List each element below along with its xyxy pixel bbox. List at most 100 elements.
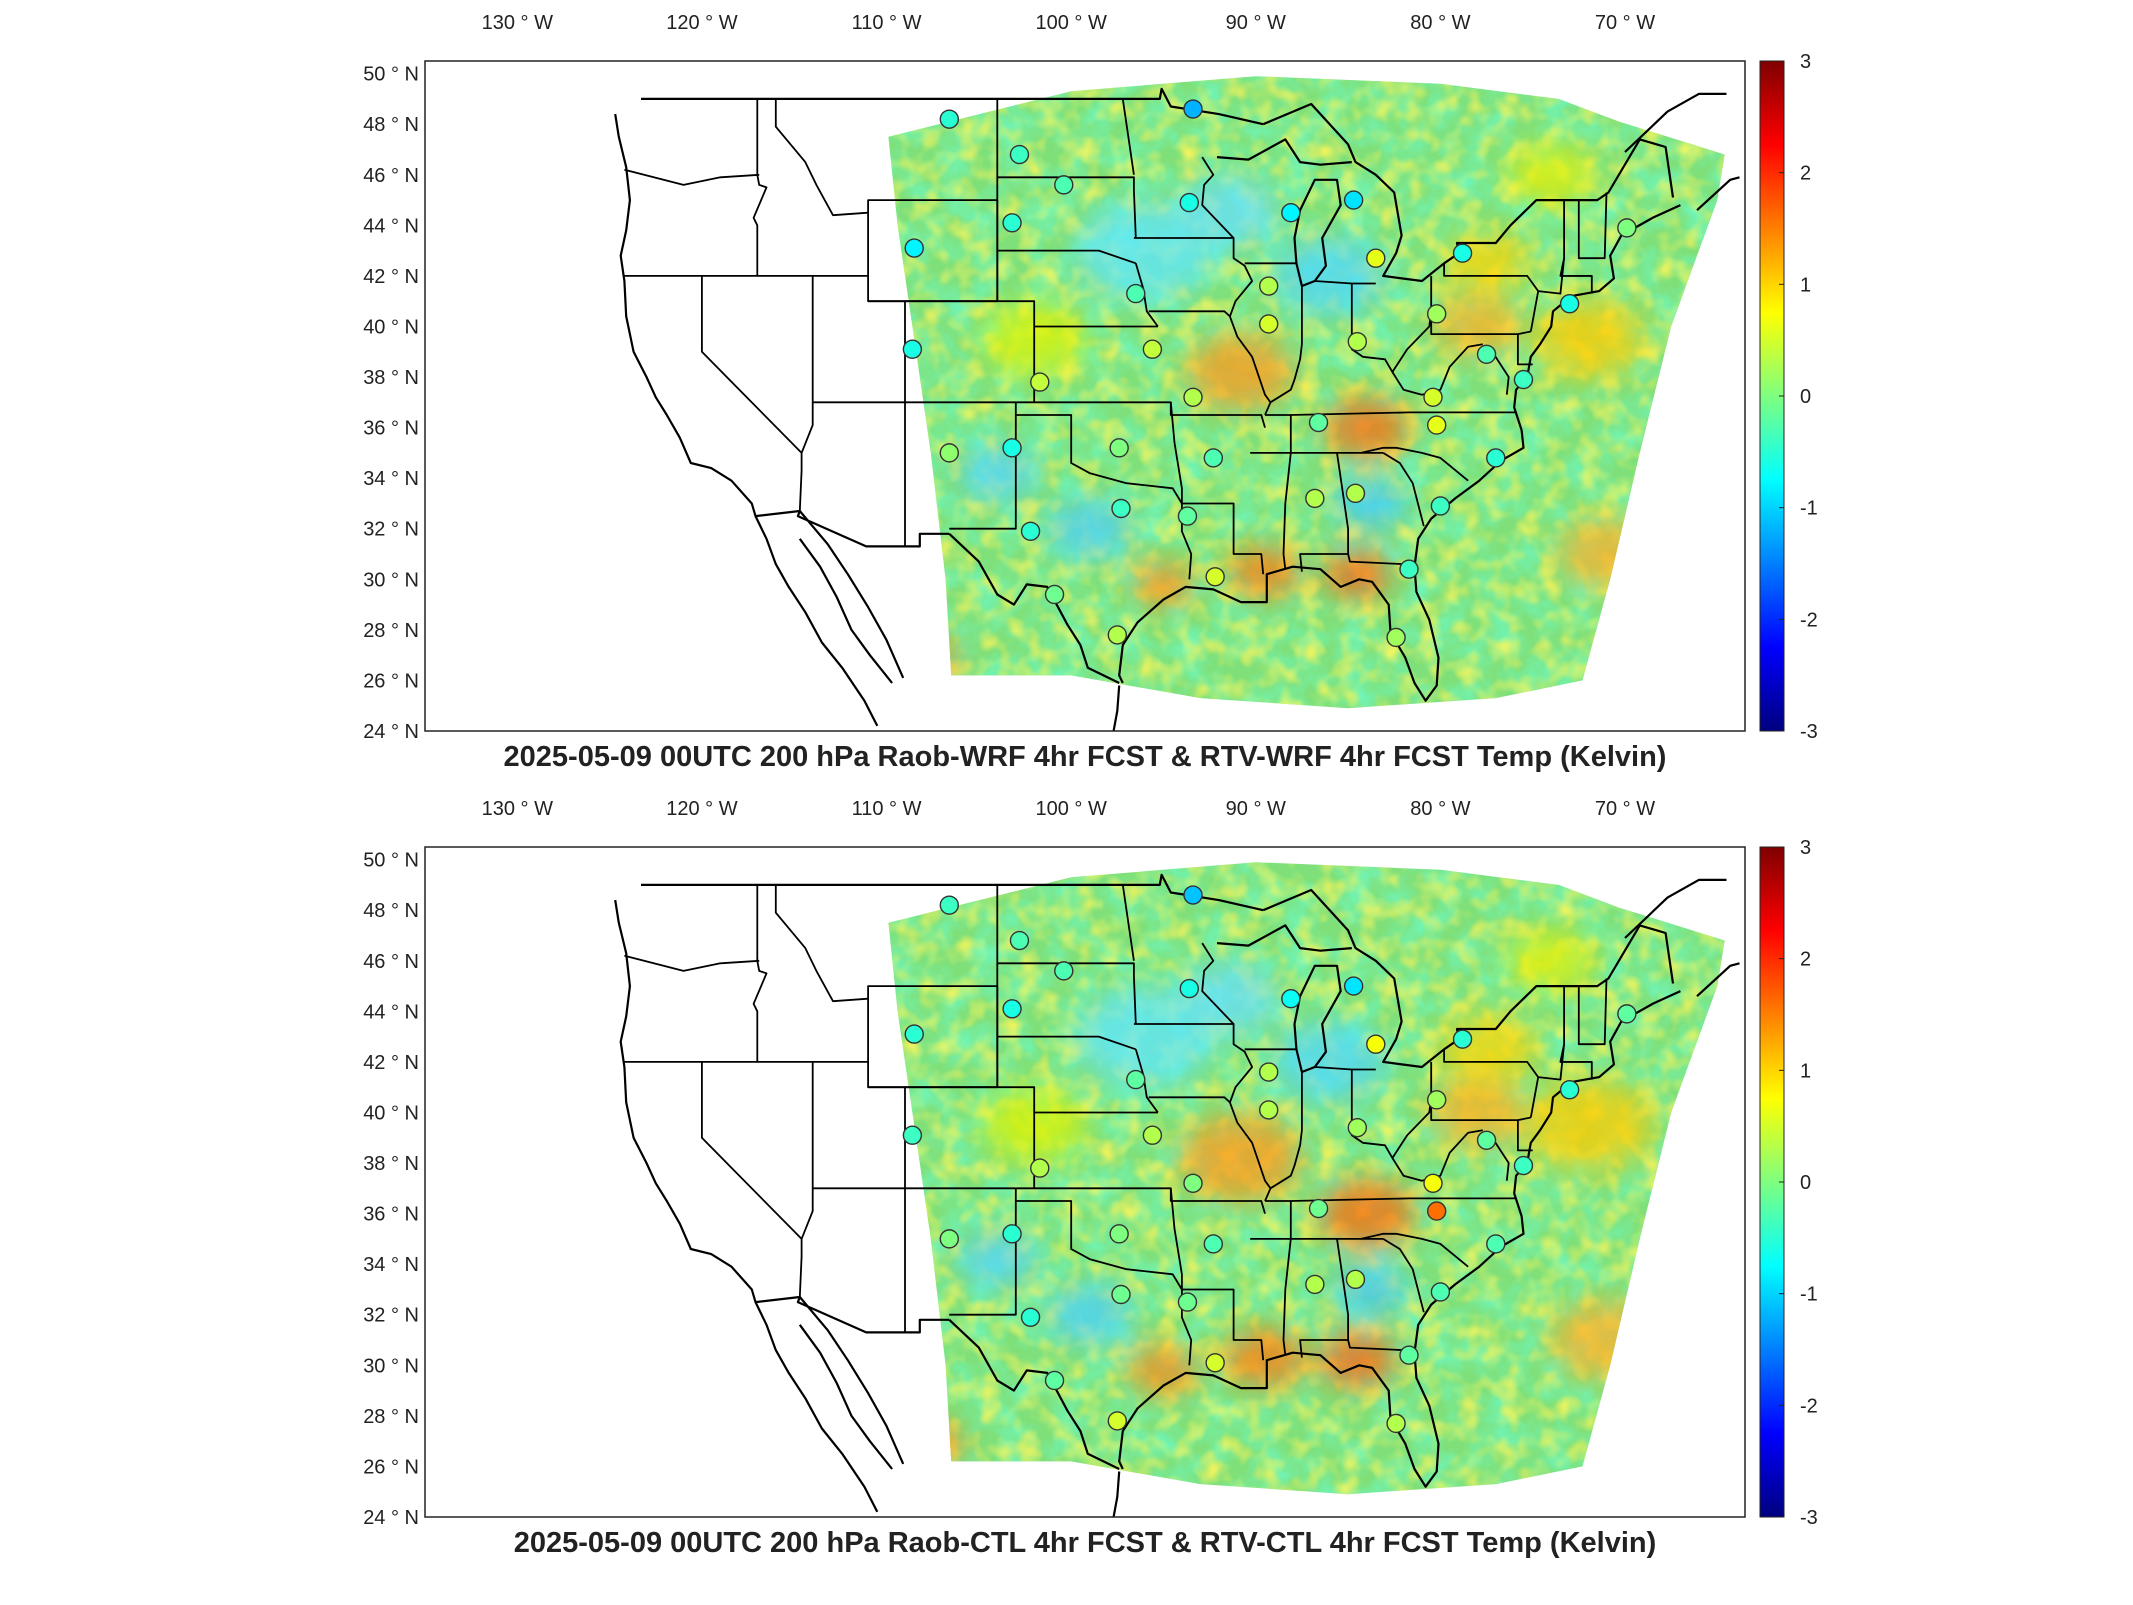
lat-tick-label: 30 ° N — [363, 1355, 419, 1377]
raob-station-marker — [902, 339, 923, 359]
lat-tick-label: 36 ° N — [363, 418, 419, 440]
state-boundary — [774, 98, 999, 217]
raob-station-marker — [1423, 1173, 1443, 1193]
canada-border-line — [641, 873, 1264, 912]
raob-station-marker — [1179, 192, 1200, 213]
state-boundary — [1148, 1096, 1272, 1202]
state-boundary — [1493, 353, 1510, 395]
lon-tick-label: 90 ° W — [1226, 12, 1286, 34]
raob-station-marker — [1366, 248, 1386, 268]
colorbar-tick-label: -2 — [1800, 1395, 1818, 1417]
raob-station-marker — [1044, 584, 1065, 605]
state-boundary — [1282, 1201, 1292, 1356]
raob-station-marker — [1205, 567, 1225, 587]
lat-tick-label: 32 ° N — [363, 519, 419, 541]
colorbar-tick-label: 1 — [1800, 1060, 1811, 1082]
raob-station-marker — [1343, 976, 1364, 996]
lat-tick-label: 28 ° N — [363, 620, 419, 642]
raob-station-marker — [1002, 438, 1022, 458]
lon-tick-label: 80 ° W — [1410, 798, 1470, 820]
raob-station-marker — [1345, 483, 1366, 504]
state-boundary — [800, 1188, 814, 1240]
state-boundary — [1577, 192, 1608, 260]
raob-station-marker — [1183, 885, 1203, 905]
west-coast-line — [614, 113, 879, 727]
rio-grande-line — [948, 532, 1120, 684]
map-boundaries — [614, 873, 1740, 1517]
raob-station-marker — [1009, 144, 1030, 165]
raob-station-marker — [1476, 344, 1497, 364]
state-boundary — [996, 200, 1137, 265]
state-boundary — [1391, 1097, 1483, 1182]
map-boundaries — [614, 87, 1740, 731]
colorbar-tick-label: -2 — [1800, 609, 1818, 631]
raob-station-marker — [1203, 448, 1224, 468]
colorbar-tick-label: 0 — [1800, 1172, 1811, 1194]
canada-n-e-line — [1624, 92, 1727, 153]
raob-station-marker — [1347, 1117, 1368, 1138]
lon-tick-label: 110 ° W — [852, 12, 922, 34]
lon-tick-label: 100 ° W — [1035, 798, 1106, 820]
raob-station-marker — [1486, 1234, 1506, 1254]
state-boundary — [800, 402, 814, 454]
east-coast-line — [1118, 990, 1681, 1488]
raob-station-marker — [939, 443, 960, 463]
state-boundary — [905, 300, 1036, 404]
lon-tick-label: 100 ° W — [1035, 12, 1106, 34]
baja3-line — [798, 1296, 905, 1465]
raob-station-marker — [1183, 1173, 1203, 1193]
state-boundary — [1529, 200, 1565, 332]
state-boundary — [1134, 1049, 1159, 1114]
colorbar-tick-label: 1 — [1800, 274, 1811, 296]
raob-station-marker — [1205, 1353, 1225, 1373]
raob-station-marker — [1142, 1125, 1163, 1145]
lat-tick-label: 48 ° N — [363, 114, 419, 136]
colorbar-tick-label: 0 — [1800, 386, 1811, 408]
state-boundary — [1314, 280, 1394, 373]
raob-station-marker — [1111, 1284, 1131, 1305]
raob-station-marker — [1030, 1158, 1050, 1178]
raob-station-marker — [1430, 1282, 1451, 1302]
west-coast-line — [614, 899, 879, 1513]
raob-station-marker — [1423, 387, 1443, 407]
raob-station-marker — [1426, 415, 1447, 435]
state-boundary — [1181, 1288, 1265, 1361]
colorbar-tick-label: 2 — [1800, 949, 1811, 971]
state-boundary — [1201, 156, 1235, 239]
raob-station-marker — [902, 1125, 923, 1145]
state-boundary — [1148, 310, 1272, 416]
lat-tick-label: 24 ° N — [363, 1507, 419, 1529]
raob-station-marker — [1258, 1062, 1279, 1082]
map-panel-raob-ctl: 130 ° W 120 ° W 110 ° W 100 ° W 90 ° W 80 ° W… — [363, 798, 1818, 1559]
lat-tick-label: 28 ° N — [363, 1406, 419, 1428]
nova-scotia-line — [1696, 962, 1740, 998]
state-boundary — [1265, 1197, 1517, 1202]
raob-station-marker — [1107, 1411, 1128, 1431]
lat-tick-label: 42 ° N — [363, 266, 419, 288]
raob-station-marker — [1305, 1274, 1325, 1295]
lat-tick-label: 30 ° N — [363, 569, 419, 591]
state-boundary — [1134, 263, 1159, 328]
lat-tick-label: 44 ° N — [363, 215, 419, 237]
raob-station-marker — [1386, 1413, 1406, 1434]
state-boundary — [1270, 286, 1303, 404]
raob-station-marker — [1281, 202, 1301, 223]
lat-tick-label: 40 ° N — [363, 1102, 419, 1124]
raob-station-marker — [939, 109, 960, 129]
state-boundary — [1133, 1023, 1253, 1103]
raob-station-marker — [1399, 559, 1419, 579]
raob-station-marker — [1030, 372, 1050, 392]
raob-station-marker — [1183, 99, 1203, 119]
lake-sup-line — [1216, 138, 1352, 166]
panel-title: 2025-05-09 00UTC 200 hPa Raob-CTL 4hr FC… — [514, 1527, 1657, 1559]
raob-station-marker — [1513, 369, 1534, 390]
east-coast-line — [1118, 204, 1681, 702]
raob-station-marker — [1002, 213, 1022, 233]
raob-station-marker — [1109, 438, 1129, 458]
raob-station-marker — [1345, 1269, 1366, 1290]
raob-stations — [902, 99, 1637, 648]
raob-station-marker — [1020, 1307, 1041, 1327]
raob-stations — [902, 885, 1637, 1434]
raob-station-marker — [1258, 314, 1279, 334]
raob-station-marker — [1258, 276, 1279, 296]
